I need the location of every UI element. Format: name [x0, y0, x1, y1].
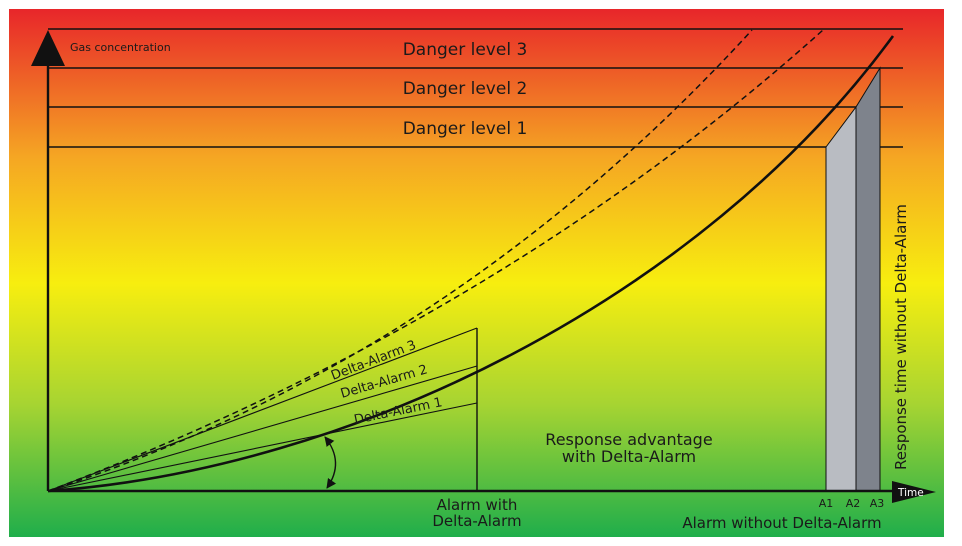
delta-alarm-2-line	[47, 365, 478, 492]
dashed-curve-inner	[47, 29, 753, 492]
dashed-curve-outer	[47, 29, 824, 492]
alarm-with-line1: Alarm with	[437, 496, 518, 514]
y-axis-label: Gas concentration	[70, 41, 171, 54]
x-axis-arrow-icon	[892, 481, 936, 503]
marker-a3: A3	[870, 497, 885, 510]
alarm-without-label: Alarm without Delta-Alarm	[682, 514, 881, 532]
band-a1	[825, 105, 857, 492]
x-axis-label: Time	[897, 487, 924, 499]
response-time-without-label: Response time without Delta-Alarm	[892, 204, 910, 470]
danger-level-1-label: Danger level 1	[403, 119, 528, 139]
marker-a1: A1	[819, 497, 834, 510]
delta-alarm-3-line	[47, 327, 478, 492]
marker-a2: A2	[846, 497, 861, 510]
angle-arc	[324, 436, 337, 489]
danger-level-2-label: Danger level 2	[403, 79, 528, 99]
response-advantage-line2: with Delta-Alarm	[562, 447, 696, 466]
gas-concentration-curve	[47, 35, 895, 493]
y-axis-arrow-icon	[31, 30, 65, 66]
delta-alarm-1-line	[47, 402, 478, 492]
alarm-with-line2: Delta-Alarm	[432, 512, 521, 530]
band-a2	[855, 66, 881, 492]
danger-level-3-label: Danger level 3	[403, 40, 528, 60]
response-advantage-line1: Response advantage	[545, 430, 712, 449]
